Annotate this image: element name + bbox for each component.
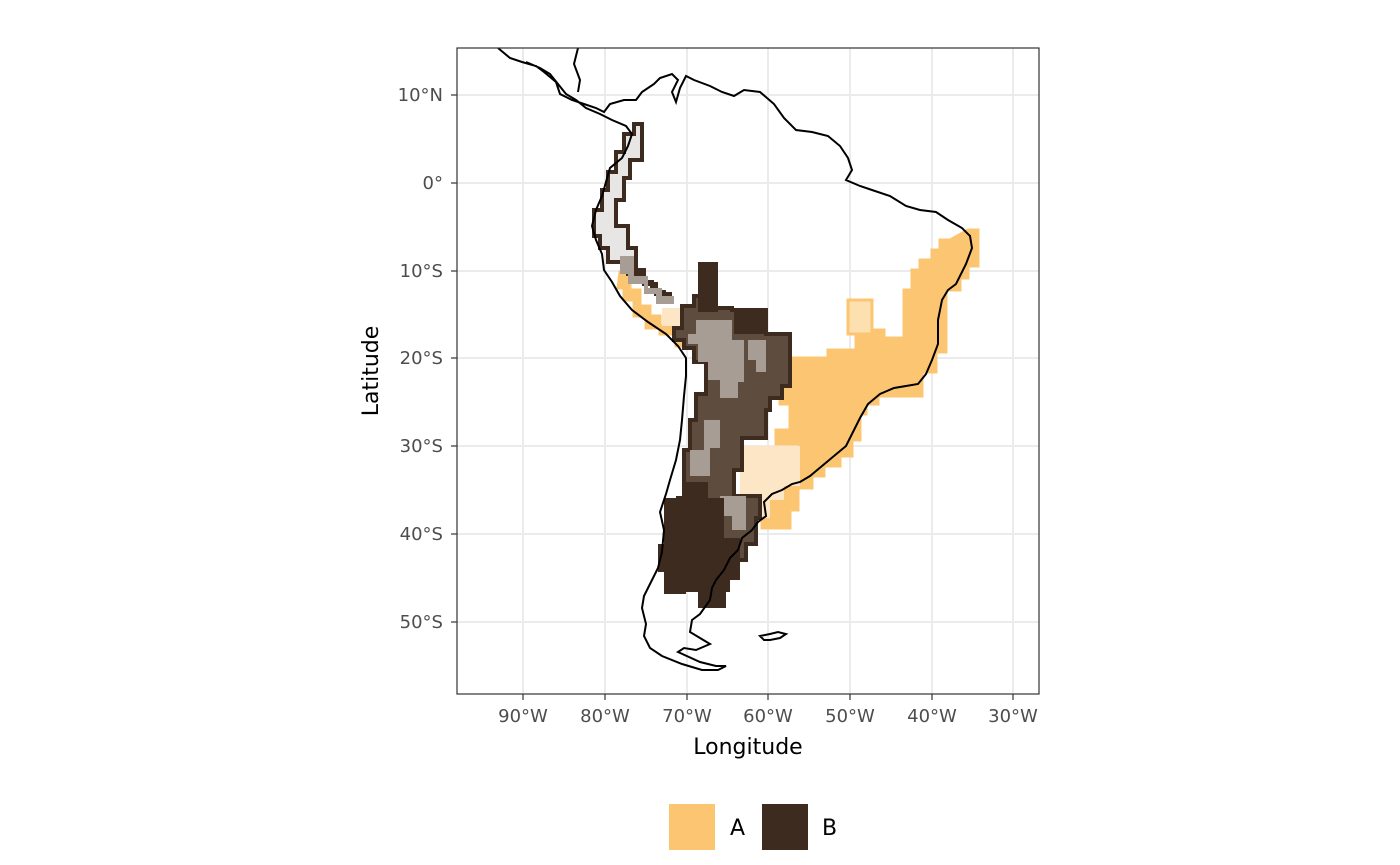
axis-ticks	[451, 94, 1014, 700]
region-a-upper-light	[846, 298, 874, 336]
legend-label-a: A	[730, 816, 745, 841]
region-b-south-light	[720, 496, 746, 530]
region-b-andes-light	[620, 256, 674, 304]
x-tick-label: 50°W	[825, 706, 875, 727]
x-tick-label: 60°W	[743, 706, 793, 727]
y-tick-label: 20°S	[400, 348, 443, 369]
y-axis-title: Latitude	[359, 326, 384, 417]
coastline-south-america	[497, 47, 974, 671]
y-tick-labels: 10°N 0° 10°S 20°S 30°S 40°S 50°S	[398, 85, 443, 633]
x-tick-label: 40°W	[907, 706, 957, 727]
legend: A B	[669, 804, 837, 850]
x-axis-title: Longitude	[693, 735, 802, 760]
y-tick-label: 40°S	[400, 524, 443, 545]
region-b-east-light	[748, 340, 766, 372]
coastline-central-america	[572, 47, 582, 93]
region-b-highlands-light	[688, 320, 744, 398]
region-b-north-spike	[698, 262, 718, 312]
region-b-highlands-dark	[734, 310, 766, 334]
y-tick-label: 10°S	[400, 261, 443, 282]
map-panel-border	[456, 47, 1040, 695]
legend-key-a	[669, 804, 715, 850]
y-tick-label: 50°S	[400, 612, 443, 633]
x-tick-labels: 90°W 80°W 70°W 60°W 50°W 40°W 30°W	[498, 706, 1038, 727]
region-b-mid-light	[690, 420, 720, 476]
coastline-falklands	[757, 630, 789, 641]
x-tick-label: 70°W	[662, 706, 712, 727]
y-tick-label: 10°N	[398, 85, 443, 106]
region-a-central-light	[740, 446, 800, 518]
legend-key-b	[762, 804, 808, 850]
x-tick-label: 90°W	[498, 706, 548, 727]
y-tick-label: 0°	[423, 173, 443, 194]
x-tick-label: 80°W	[580, 706, 630, 727]
legend-label-b: B	[822, 816, 837, 841]
y-tick-label: 30°S	[400, 436, 443, 457]
coastline	[497, 47, 974, 671]
x-tick-label: 30°W	[988, 706, 1038, 727]
